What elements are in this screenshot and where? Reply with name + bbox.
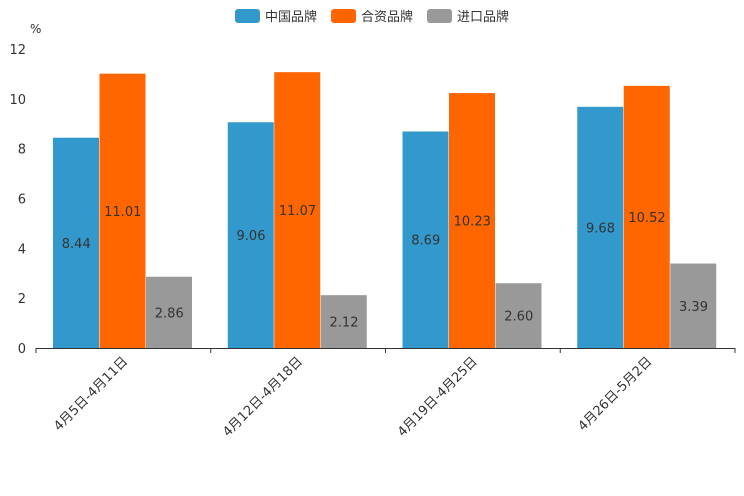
bar (320, 295, 367, 348)
bar (449, 93, 495, 348)
data-label: 11.01 (104, 205, 141, 220)
legend-swatch-jv-brand (330, 8, 356, 23)
legend-item-china-brand[interactable]: 中国品牌 (234, 6, 317, 25)
bar (623, 85, 670, 349)
data-label: 2.60 (504, 310, 533, 325)
bar (99, 73, 146, 348)
x-tick-label: 4月26日-5月2日 (576, 354, 656, 434)
bar (495, 283, 542, 348)
legend-swatch-import-brand (427, 8, 452, 23)
legend-swatch-china-brand (234, 8, 260, 23)
bar (227, 122, 274, 348)
y-axis-unit: % (30, 22, 42, 36)
bar (577, 106, 624, 348)
y-tick-label: 4 (18, 242, 26, 257)
data-label: 2.86 (155, 306, 184, 321)
data-label: 8.44 (62, 237, 91, 252)
legend-label-import-brand: 进口品牌 (457, 10, 510, 25)
bar (274, 72, 321, 349)
y-tick-label: 6 (18, 193, 26, 208)
y-tick-label: 2 (18, 292, 26, 307)
data-label: 8.69 (411, 234, 440, 249)
bar (670, 263, 717, 348)
data-label: 9.06 (237, 229, 266, 244)
legend-label-china-brand: 中国品牌 (264, 10, 317, 25)
data-label: 2.12 (330, 316, 359, 331)
chart-legend: 中国品牌 合资品牌 进口品牌 (0, 6, 744, 25)
data-label: 10.52 (628, 211, 665, 226)
data-label: 3.39 (679, 300, 708, 315)
bar (146, 276, 192, 348)
data-label: 10.23 (454, 215, 491, 230)
legend-item-import-brand[interactable]: 进口品牌 (427, 6, 509, 25)
x-tick-label: 4月19日-4月25日 (395, 354, 481, 440)
y-tick-label: 8 (18, 143, 26, 158)
y-tick-label: 10 (9, 93, 26, 108)
legend-item-jv-brand[interactable]: 合资品牌 (330, 6, 413, 25)
data-label: 11.07 (279, 204, 316, 219)
x-tick-label: 4月5日-4月11日 (51, 354, 131, 434)
bar (53, 137, 99, 348)
y-tick-label: 12 (9, 43, 26, 58)
x-tick-label: 4月12日-4月18日 (220, 354, 306, 440)
bar (402, 131, 449, 348)
data-label: 9.68 (586, 221, 615, 236)
legend-label-jv-brand: 合资品牌 (360, 10, 413, 25)
y-tick-label: 0 (18, 342, 26, 357)
